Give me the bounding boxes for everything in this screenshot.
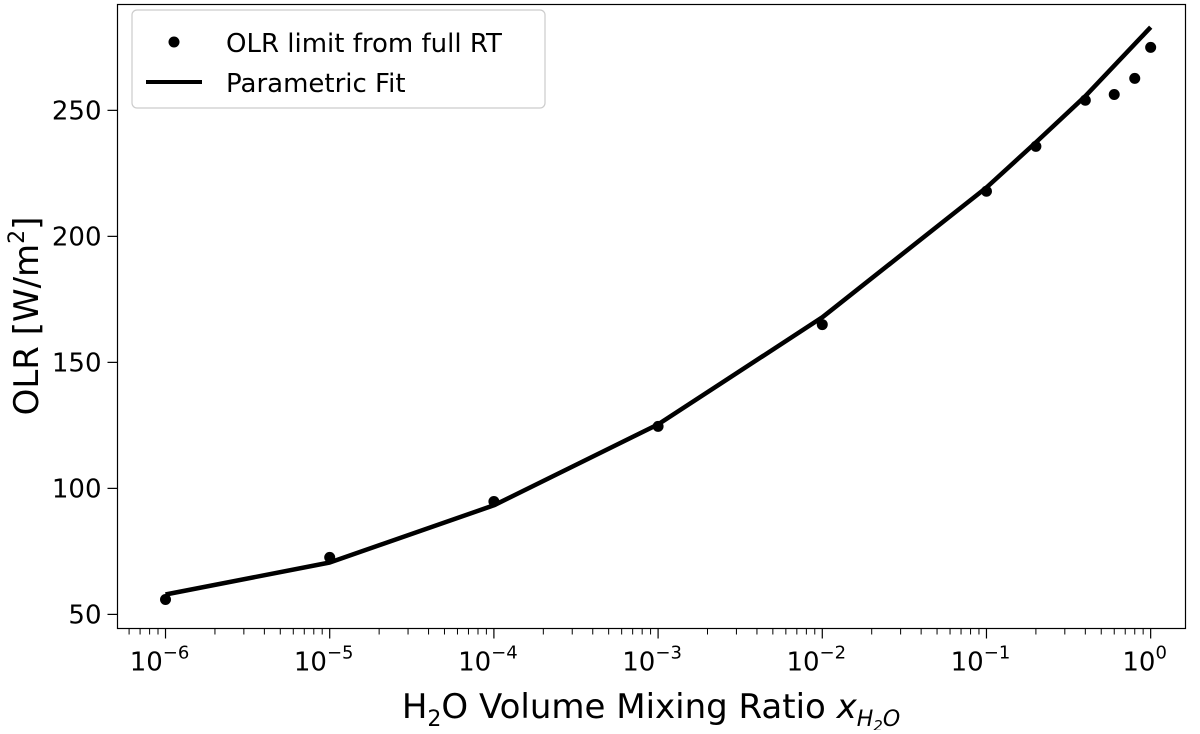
y-axis-ticks: 50 100 150 200 250 bbox=[52, 96, 118, 630]
data-point bbox=[652, 420, 664, 432]
legend-label-line: Parametric Fit bbox=[226, 69, 406, 99]
y-tick-label: 200 bbox=[52, 222, 102, 252]
data-point bbox=[160, 594, 172, 606]
x-tick-label: 10−6 bbox=[130, 643, 190, 678]
data-point bbox=[980, 185, 992, 197]
x-tick-label: 10−1 bbox=[951, 643, 1011, 678]
legend-label-scatter: OLR limit from full RT bbox=[226, 29, 502, 59]
data-point bbox=[1030, 140, 1042, 152]
x-tick-label: 10−4 bbox=[458, 643, 518, 678]
y-tick-label: 150 bbox=[52, 348, 102, 378]
x-tick-label: 10−2 bbox=[786, 643, 846, 678]
plot-marks bbox=[160, 25, 1157, 606]
x-tick-label: 100 bbox=[1122, 643, 1167, 678]
data-point bbox=[1145, 41, 1157, 53]
x-axis-ticks: 10−6 10−5 10−4 10−3 10−2 10−1 100 bbox=[128, 628, 1167, 678]
x-tick-label: 10−3 bbox=[622, 643, 682, 678]
legend: OLR limit from full RT Parametric Fit bbox=[131, 9, 546, 109]
data-point bbox=[1129, 72, 1141, 84]
data-point bbox=[488, 495, 500, 507]
y-tick-label: 250 bbox=[52, 96, 102, 126]
legend-box bbox=[131, 9, 546, 109]
x-tick-label: 10−5 bbox=[294, 643, 354, 678]
data-point bbox=[816, 319, 828, 331]
x-axis-label: H2O Volume Mixing Ratio xH2O bbox=[402, 687, 900, 730]
legend-marker-scatter bbox=[168, 36, 180, 48]
plot-frame bbox=[116, 3, 1187, 630]
data-point bbox=[324, 551, 336, 563]
y-tick-label: 50 bbox=[68, 600, 101, 630]
fit-line bbox=[165, 25, 1153, 597]
y-tick-label: 100 bbox=[52, 474, 102, 504]
y-axis-label: OLR [W/m2] bbox=[5, 217, 47, 416]
data-point bbox=[1108, 88, 1120, 100]
data-point bbox=[1079, 94, 1091, 106]
